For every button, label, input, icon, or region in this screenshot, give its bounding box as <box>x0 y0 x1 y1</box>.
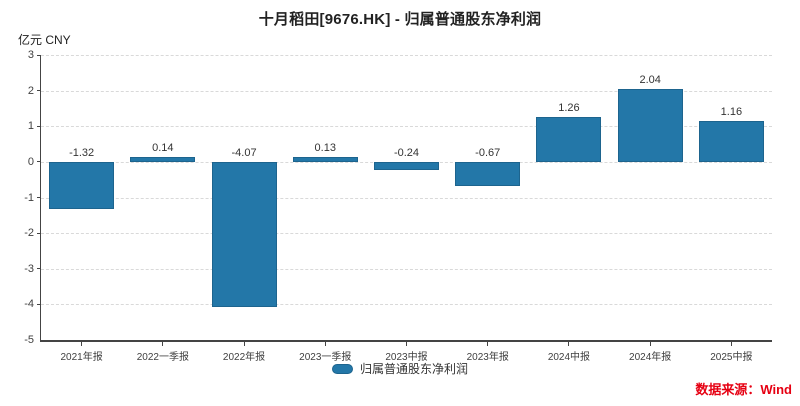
y-axis-tick-mark <box>37 90 41 92</box>
gridline <box>41 55 772 56</box>
bar-value-label: -4.07 <box>231 146 257 159</box>
gridline <box>41 197 772 199</box>
bar-value-label: -0.24 <box>393 146 420 159</box>
gridline <box>41 304 772 306</box>
gridline <box>41 268 772 270</box>
x-axis-tick-label: 2024中报 <box>547 352 591 363</box>
legend: 归属普通股东净利润 <box>0 360 800 377</box>
y-axis-tick-label: 1 <box>27 120 34 133</box>
bar <box>455 161 521 186</box>
bar-value-label: 0.14 <box>152 141 174 154</box>
y-axis-tick-label: 3 <box>27 49 34 61</box>
y-axis-tick-label: -2 <box>24 227 34 240</box>
y-axis-tick-label: -4 <box>24 298 34 311</box>
data-source-label: 数据来源：Wind <box>695 382 792 397</box>
x-axis-tick-mark <box>649 342 651 346</box>
bar-value-label: 1.26 <box>558 101 580 114</box>
legend-swatch-icon <box>331 363 353 374</box>
chart-title: 十月稻田[9676.HK] - 归属普通股东净利润 <box>258 11 542 28</box>
x-axis-tick-label: 2023一季报 <box>299 352 352 363</box>
y-axis-tick-mark <box>37 125 41 127</box>
gridline <box>41 90 772 92</box>
bar-value-label: 2.04 <box>639 74 661 87</box>
bar-value-label: -0.67 <box>475 146 501 159</box>
gridline <box>41 233 772 235</box>
bar <box>292 157 358 162</box>
x-axis-tick-label: 2025中报 <box>710 352 753 363</box>
gridline <box>41 126 772 128</box>
bar <box>211 161 277 307</box>
y-axis-tick-label: 0 <box>27 155 34 168</box>
bar <box>617 89 683 162</box>
y-axis-tick-mark <box>37 54 41 56</box>
bar <box>698 120 764 162</box>
y-axis-tick-label: 2 <box>27 84 34 97</box>
y-axis-tick-mark <box>37 161 41 163</box>
bar-value-label: 1.16 <box>720 105 743 118</box>
y-axis-tick-mark <box>37 232 41 234</box>
x-axis-tick-mark <box>406 342 407 346</box>
y-axis-tick-mark <box>37 268 41 270</box>
y-axis-unit-label: 亿元 CNY <box>18 33 71 47</box>
y-axis-tick-mark <box>37 197 41 198</box>
plot-area: 3 2 1 0 -1 -2 -3 -4 -5 -1.32 2021年报 0.14 2022一季报 -4.0… <box>24 49 772 363</box>
x-axis-tick-label: 2023中报 <box>385 352 428 363</box>
x-axis-tick-label: 2024年报 <box>629 352 672 363</box>
y-axis-tick-label: -5 <box>24 334 34 346</box>
bar <box>49 161 115 209</box>
x-axis-tick-label: 2021年报 <box>60 352 103 363</box>
legend-label: 归属普通股东净利润 <box>359 362 468 376</box>
bar-value-label: 0.13 <box>314 142 336 155</box>
x-axis-tick-label: 2022年报 <box>222 352 266 363</box>
x-axis-tick-mark <box>487 342 489 346</box>
x-axis-tick-mark <box>81 342 83 346</box>
x-axis-tick-mark <box>730 342 732 346</box>
y-axis-tick-label: -1 <box>24 191 34 204</box>
x-axis-tick-mark <box>243 342 245 346</box>
bar <box>374 161 439 171</box>
y-axis-tick-mark <box>37 303 41 305</box>
bar <box>536 116 602 162</box>
x-axis-tick-label: 2023年报 <box>466 352 509 363</box>
bar <box>130 156 196 162</box>
x-axis-tick-mark <box>162 342 164 346</box>
x-axis-tick-mark <box>568 342 570 346</box>
x-axis-tick-mark <box>324 342 326 346</box>
y-axis-tick-label: -3 <box>24 262 34 275</box>
x-axis-tick-label: 2022一季报 <box>136 352 189 363</box>
bar-value-label: -1.32 <box>69 146 95 159</box>
